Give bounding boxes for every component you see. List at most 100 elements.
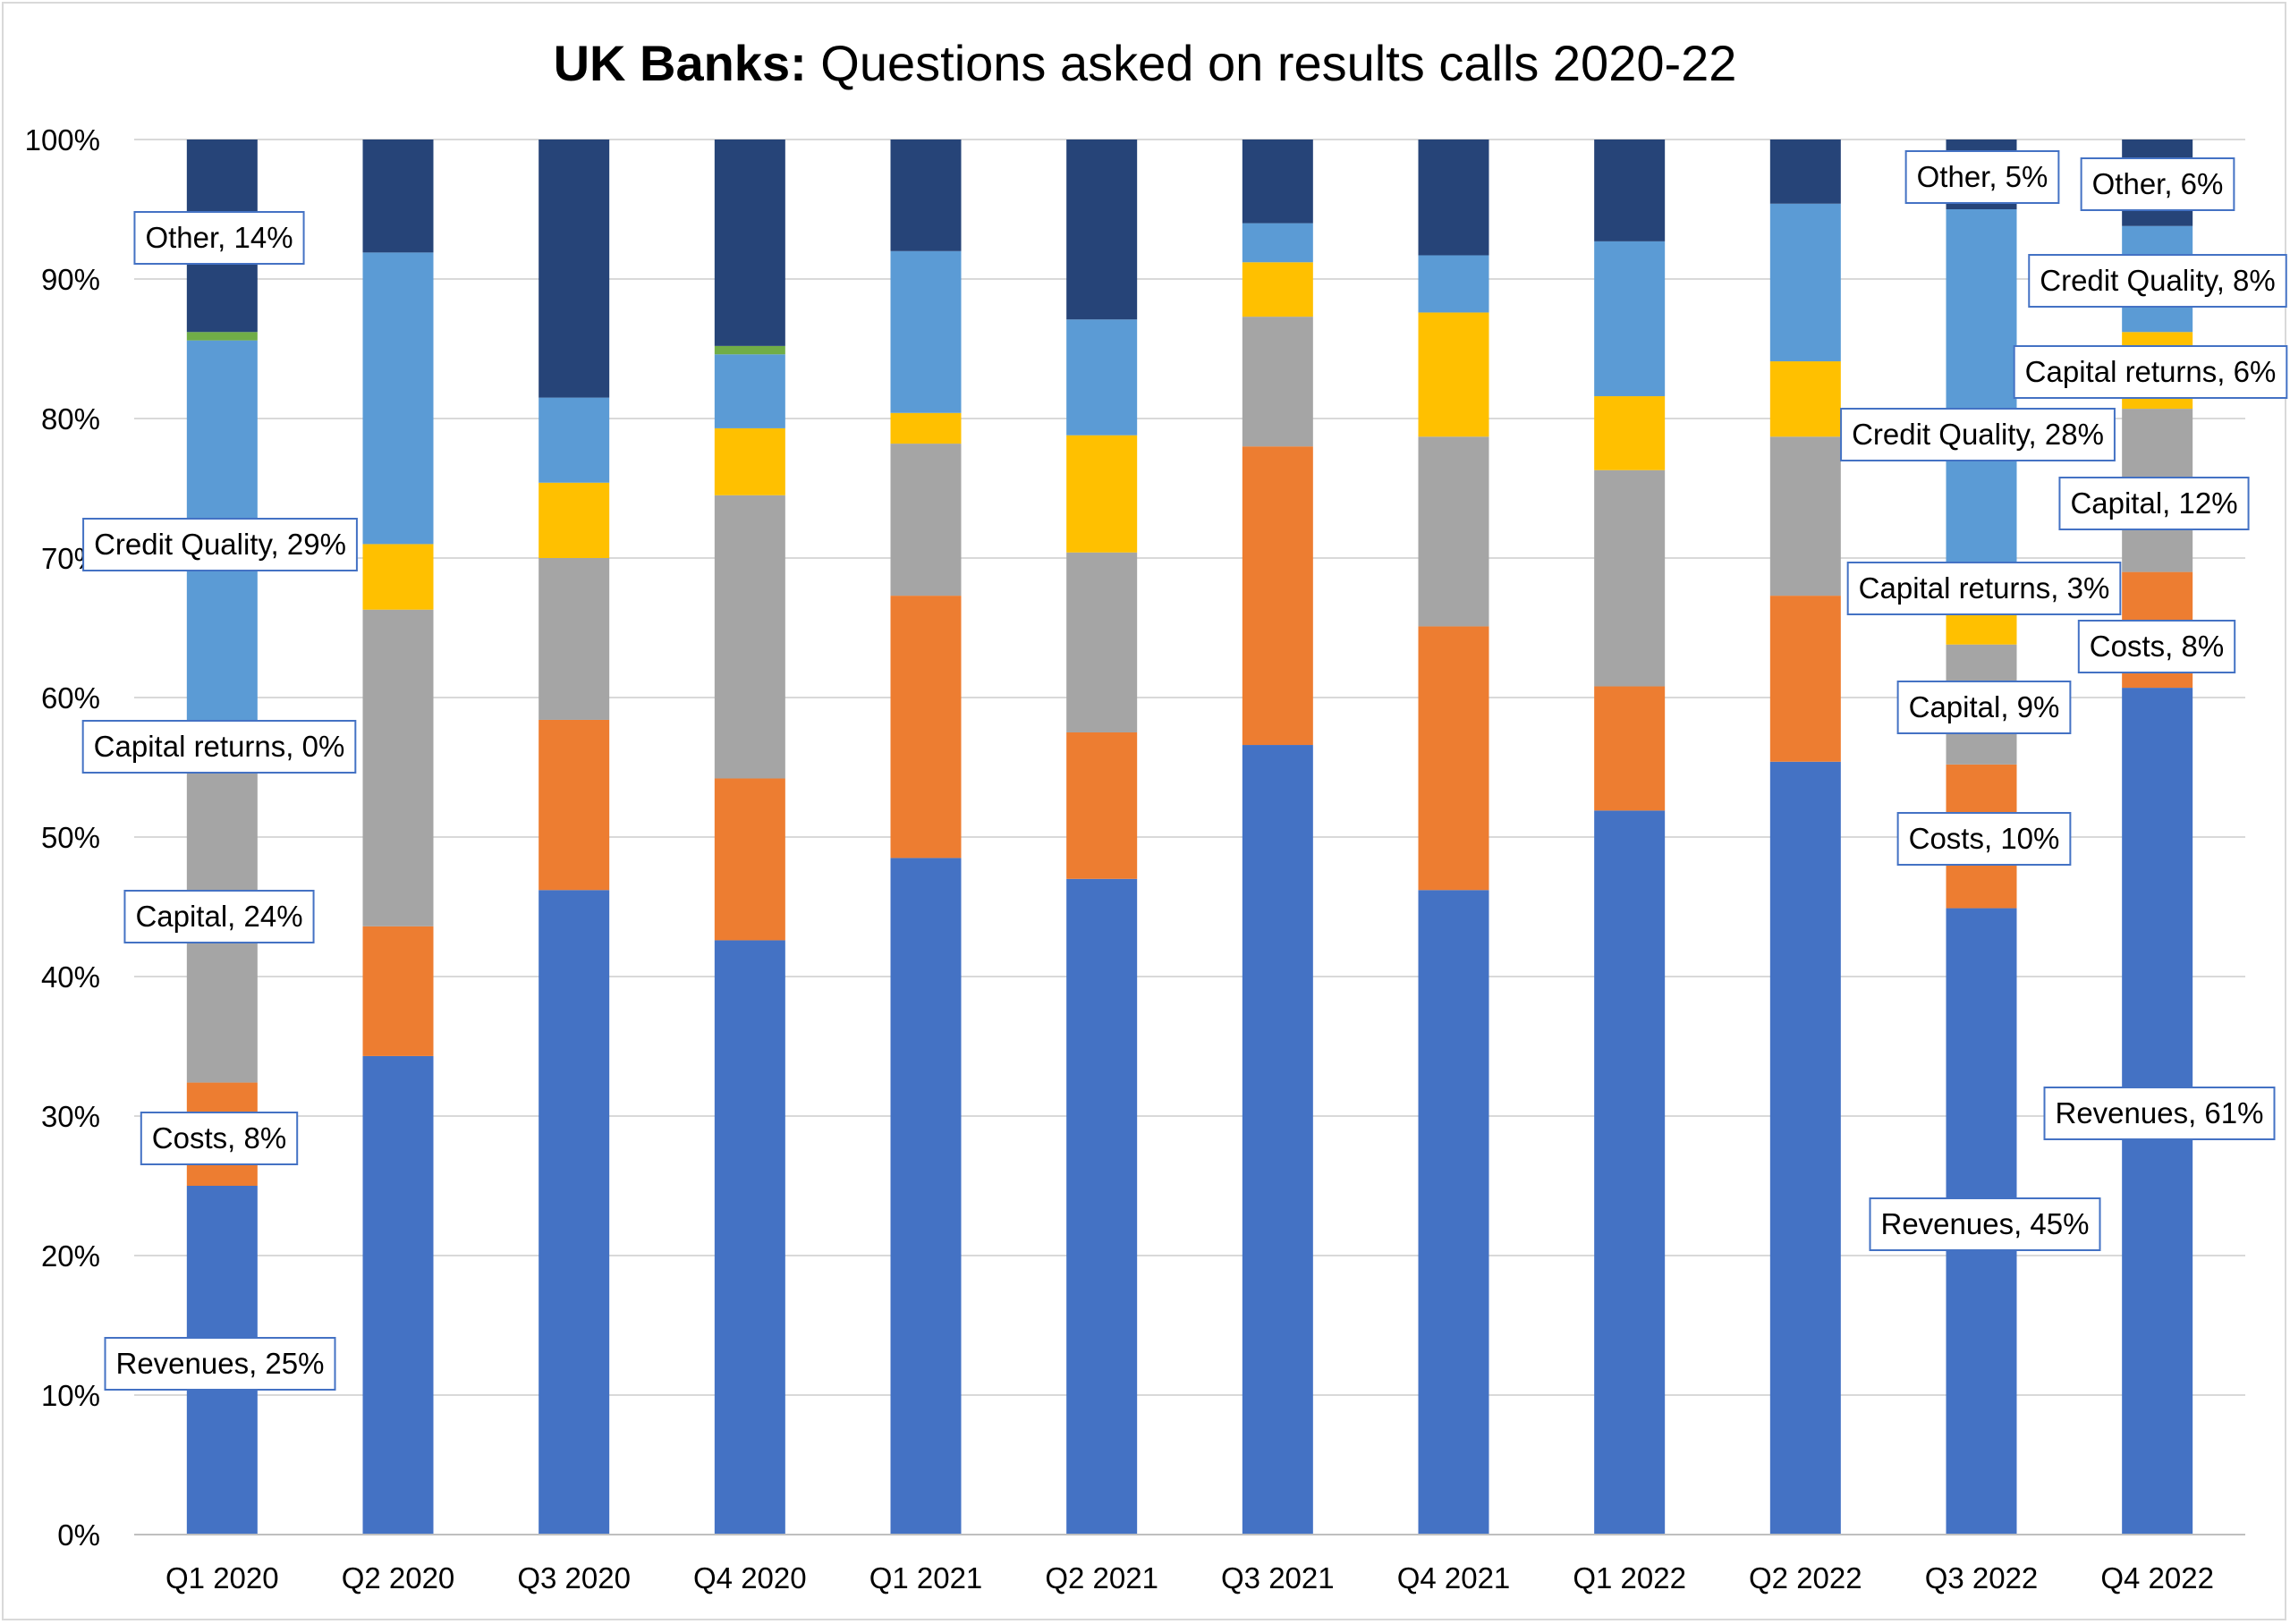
data-label-box [2013,345,2288,399]
data-label-box [2080,157,2235,211]
y-tick-label: 80% [41,402,100,436]
data-label-box [2043,1087,2276,1140]
x-tick-label: Q3 2021 [1221,1561,1335,1594]
chart-title: UK Banks: Questions asked on results cal… [0,34,2290,92]
data-label-box [1846,562,2122,615]
bar-segment-capital [1769,436,1841,596]
bar-segment-capital [1066,552,1138,732]
x-tick-label: Q4 2022 [2100,1561,2214,1594]
bar-segment-other [1594,140,1666,241]
x-tick-label: Q3 2020 [517,1561,631,1594]
bar-segment-revenues [1242,745,1313,1535]
x-tick-label: Q2 2020 [342,1561,455,1594]
bar-segment-revenues [714,940,785,1535]
bar-segment-capital [714,495,785,779]
bar-segment-other [890,140,962,251]
data-label-box [1904,150,2060,204]
data-label-text: Costs, 10% [1909,822,2060,855]
bar-segment-capital-returns [362,544,434,610]
bar-segment-other [539,140,610,398]
y-tick-label: 0% [57,1518,100,1552]
data-label: Other, 14% [133,211,305,265]
bar-segment-capital-returns [1242,262,1313,317]
bar-segment-other [714,140,785,346]
x-tick-label: Q4 2020 [693,1561,807,1594]
y-tick-label: 60% [41,681,100,715]
data-label: Costs, 10% [1896,812,2072,866]
x-tick-label: Q3 2022 [1925,1561,2039,1594]
data-label-text: Revenues, 61% [2056,1096,2264,1129]
data-label-box [1896,681,2072,734]
data-label-box [140,1112,299,1165]
bar-segment-costs [890,596,962,859]
data-label-text: Capital, 12% [2070,486,2237,520]
data-label-box [123,890,315,943]
bar-segment-capital [890,444,962,596]
bar-segment-capital [1594,469,1666,687]
bar-segment-costs [1418,626,1489,891]
data-label-box [82,518,358,571]
y-tick-label: 100% [25,123,100,156]
bar-segment-credit-quality [1594,241,1666,397]
data-label-text: Credit Quality, 8% [2040,264,2275,297]
data-label-box [104,1337,336,1391]
data-label-text: Capital, 24% [135,900,302,933]
bar-segment-revenues [1418,890,1489,1535]
chart-title-rest: Questions asked on results calls 2020-22 [806,35,1737,91]
bar-segment-credit-quality [890,250,962,413]
data-label-text: Costs, 8% [152,1121,286,1155]
data-label: Other, 5% [1904,150,2060,204]
bar-segment-credit-quality [1418,255,1489,313]
data-label-box [1869,1197,2101,1251]
data-label-box [2028,254,2287,308]
bar-segment-capital [1242,317,1313,447]
data-label-box [1840,408,2116,461]
data-label: Capital, 24% [123,890,315,943]
bar-segment-capital-returns [1594,396,1666,470]
bar-segment-revenues [1594,810,1666,1535]
x-tick-label: Q4 2021 [1397,1561,1511,1594]
bar-segment-revenues [1066,878,1138,1535]
bar-segment-capital-returns [539,482,610,558]
bar-segment-costs [1242,446,1313,746]
data-label: Revenues, 25% [104,1337,336,1391]
bar-segment-costs [714,778,785,941]
y-tick-label: 30% [41,1100,100,1133]
bar-segment-capital [1418,436,1489,627]
bar-segment-other [1418,140,1489,256]
data-label-box [2077,620,2236,673]
data-label-text: Other, 5% [1917,160,2048,193]
chart-title-bold: UK Banks: [553,35,807,91]
data-label: Capital returns, 0% [81,720,357,774]
data-label-box [1896,812,2072,866]
data-label-text: Other, 6% [2092,167,2224,200]
bar-segment-other [1242,140,1313,224]
bar-segment-revenues [362,1055,434,1535]
data-label: Revenues, 45% [1869,1197,2101,1251]
data-label: Credit Quality, 28% [1840,408,2116,461]
data-label-text: Capital returns, 3% [1859,571,2110,605]
data-label-text: Costs, 8% [2090,630,2224,663]
data-label: Capital returns, 3% [1846,562,2122,615]
data-label-text: Credit Quality, 28% [1852,418,2104,451]
data-label: Capital, 12% [2058,477,2250,530]
data-label: Capital, 9% [1896,681,2072,734]
data-label: Credit Quality, 29% [82,518,358,571]
bar-segment-capital [362,609,434,926]
y-tick-label: 90% [41,263,100,296]
data-label-text: Other, 14% [145,221,293,254]
x-tick-label: Q1 2020 [165,1561,279,1594]
data-label-text: Revenues, 45% [1881,1207,2090,1240]
x-tick-label: Q1 2022 [1573,1561,1686,1594]
bar-segment-revenues [539,890,610,1535]
data-labels: Revenues, 25% Costs, 8% Capital, 24% Capita… [81,150,2288,1391]
bar-segment-capital-returns [1418,312,1489,437]
data-label-text: Revenues, 25% [116,1347,325,1380]
data-label: Capital returns, 6% [2013,345,2288,399]
data-label-text: Capital, 9% [1909,690,2060,723]
bar-segment-capital [539,558,610,720]
bar-segment-costs [362,926,434,1056]
data-label-box [2058,477,2250,530]
data-label-text: Capital returns, 0% [94,730,345,763]
bar-segment-credit-quality [1769,203,1841,362]
